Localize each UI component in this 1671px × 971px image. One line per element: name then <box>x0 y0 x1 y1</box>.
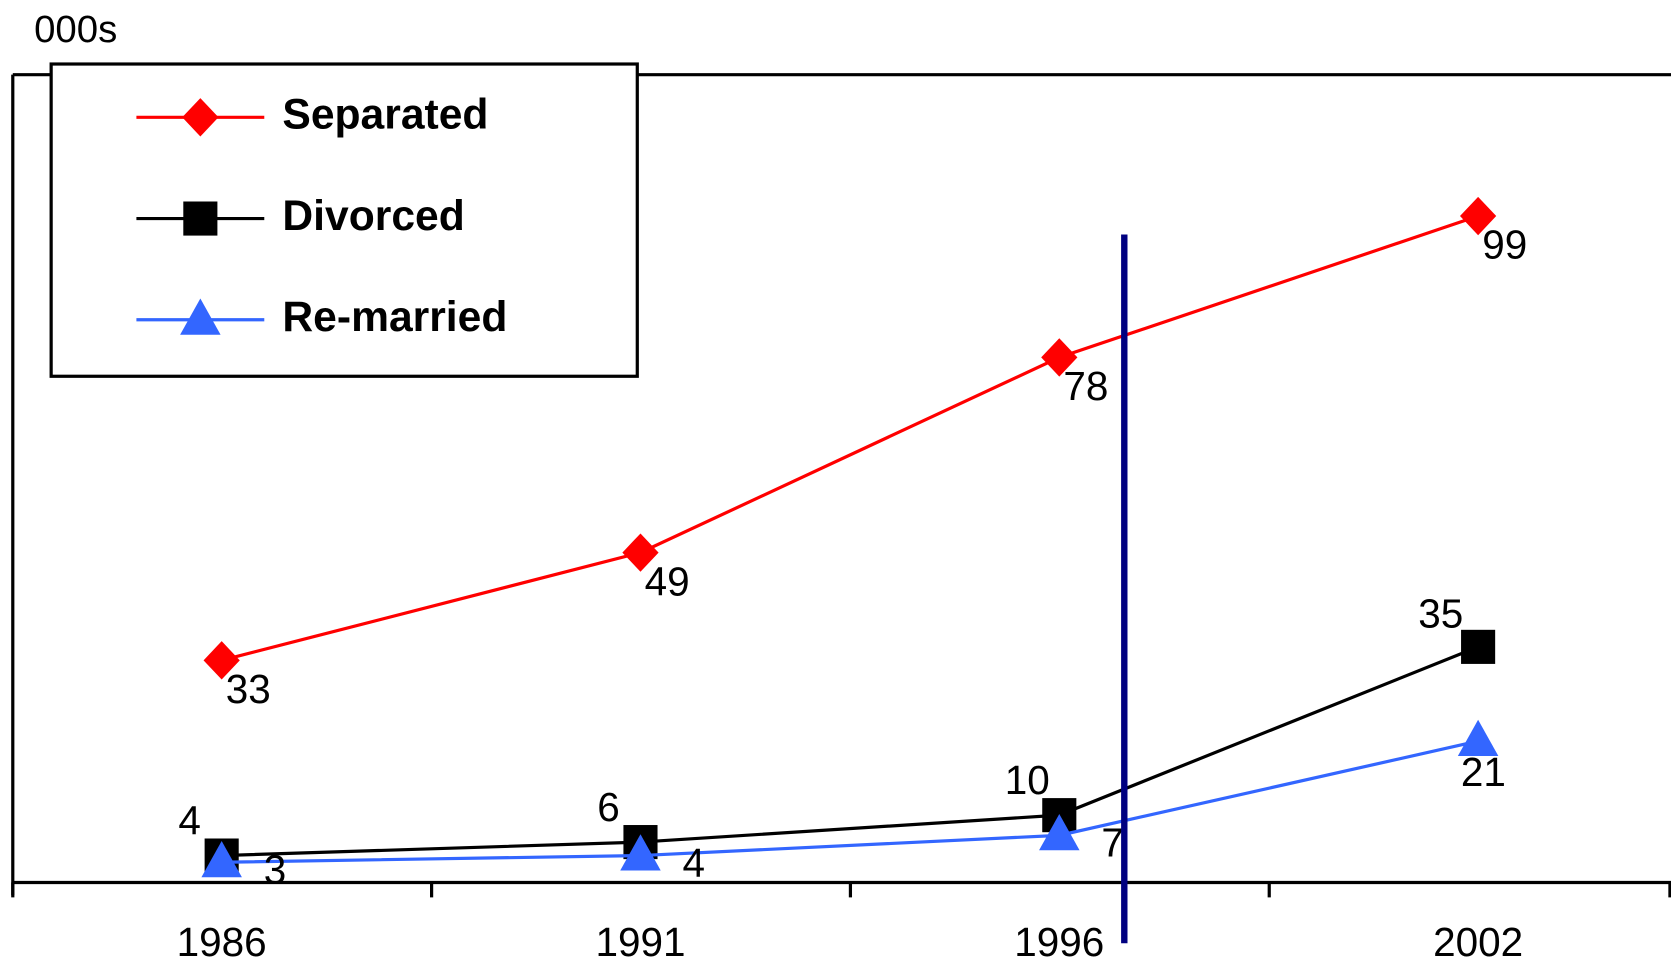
x-tick-label: 1986 <box>177 919 267 965</box>
series-line <box>221 739 1479 864</box>
x-tick-label: 2002 <box>1433 919 1523 965</box>
y-axis-label: 000s <box>34 8 117 51</box>
marker <box>180 298 221 335</box>
legend: Separated Divorced Re-married <box>49 62 639 378</box>
data-label: 33 <box>226 666 271 712</box>
marker <box>1457 719 1499 757</box>
series-line <box>221 214 1479 662</box>
legend-label: Re-married <box>282 293 507 341</box>
data-label: 4 <box>178 797 201 843</box>
marker <box>1461 629 1496 664</box>
series-line <box>221 645 1479 858</box>
data-label: 10 <box>1005 757 1050 803</box>
marker <box>620 834 661 871</box>
marker <box>203 641 240 680</box>
x-tick-label: 1996 <box>1014 919 1104 965</box>
marker <box>1459 196 1497 236</box>
x-tick-label: 1991 <box>595 919 685 965</box>
marker <box>201 840 242 878</box>
legend-label: Divorced <box>282 192 464 240</box>
marker <box>182 98 219 137</box>
marker <box>1039 814 1080 851</box>
data-label: 49 <box>645 558 690 604</box>
data-label: 78 <box>1063 363 1108 409</box>
plot-area: 1986 1991 1996 2002 33 49 78 99 4 6 10 35 3 4 7 21 <box>11 196 1671 965</box>
data-label: 21 <box>1461 749 1506 795</box>
data-label: 4 <box>683 840 706 886</box>
data-label: 6 <box>597 784 620 830</box>
data-label: 7 <box>1101 820 1124 866</box>
legend-label: Separated <box>282 91 488 139</box>
marker <box>183 201 218 236</box>
data-label: 3 <box>264 847 287 893</box>
data-label: 35 <box>1418 591 1463 637</box>
data-label: 99 <box>1482 222 1527 268</box>
